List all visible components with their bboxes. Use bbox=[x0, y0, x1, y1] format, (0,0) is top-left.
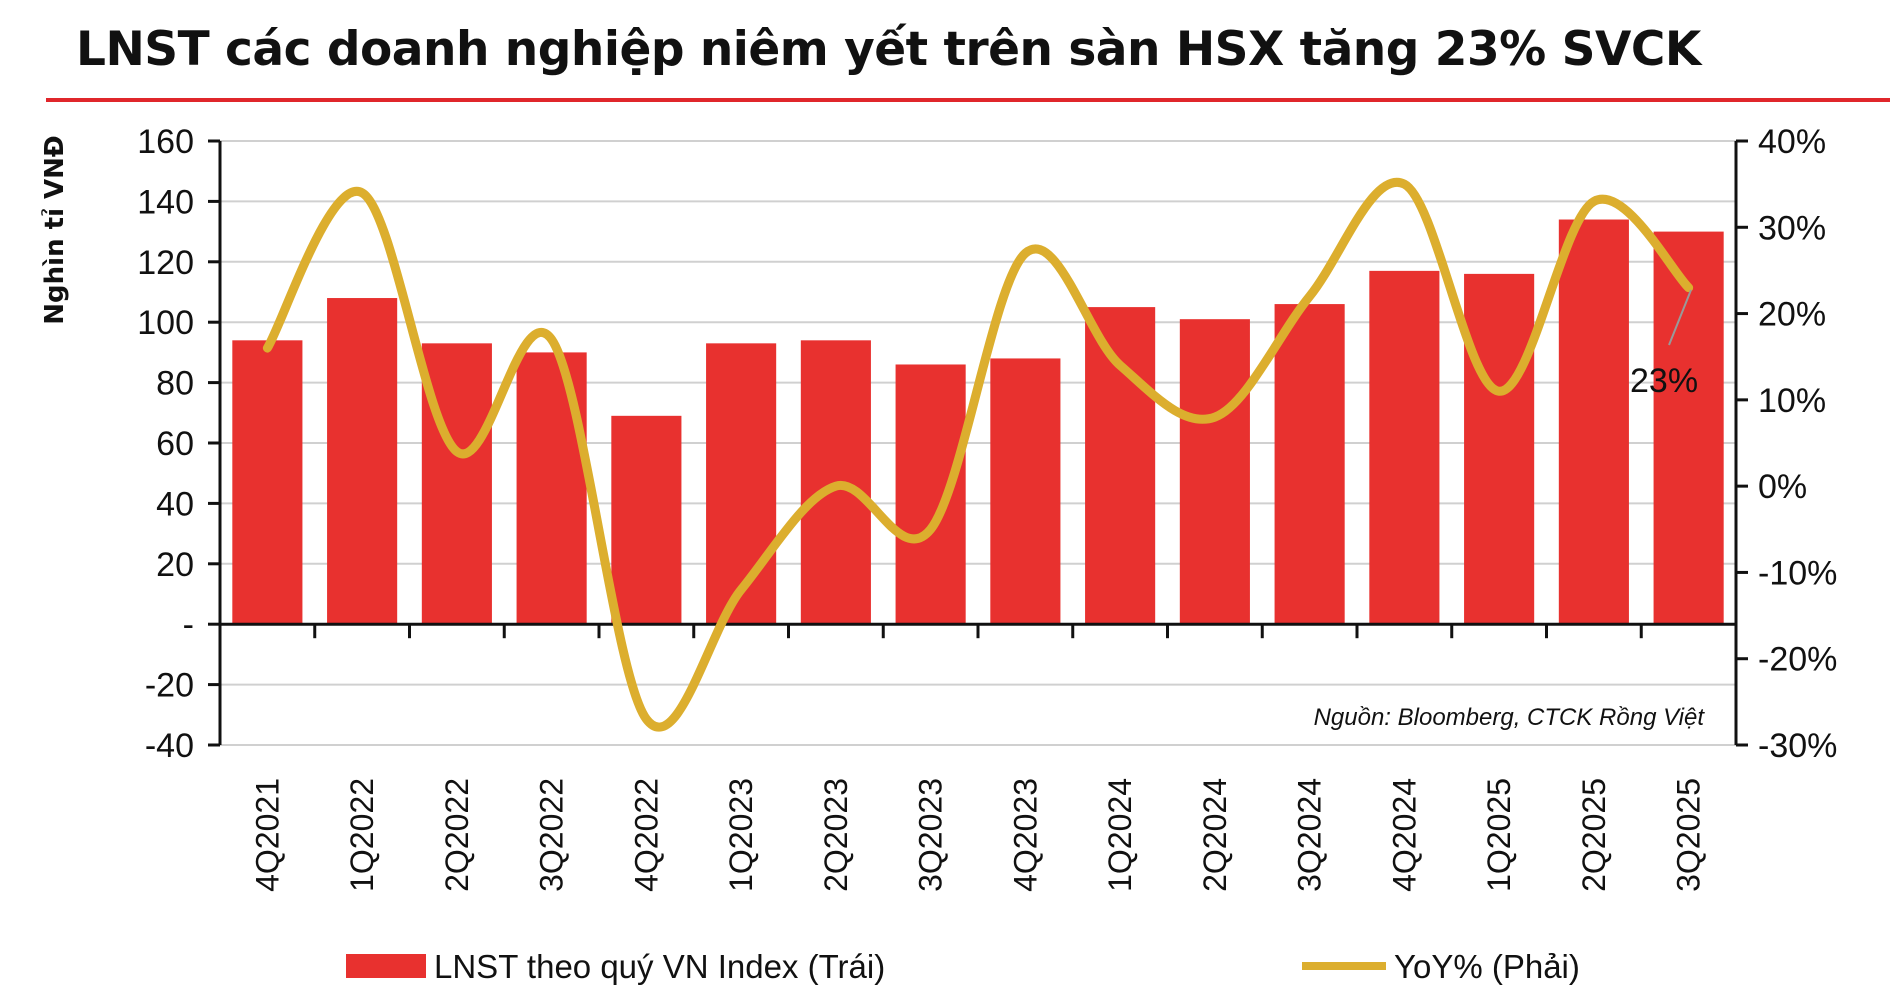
bar bbox=[1558, 219, 1629, 625]
x-axis-tick-label: 3Q2023 bbox=[913, 778, 949, 892]
right-axis-tick-label: -30% bbox=[1758, 727, 1837, 765]
yoy-line bbox=[262, 177, 1694, 732]
right-axis-tick-label: 10% bbox=[1758, 382, 1826, 420]
title-underline bbox=[46, 98, 1890, 102]
x-axis-tick-label: 4Q2023 bbox=[1007, 778, 1043, 892]
bar bbox=[1179, 319, 1250, 625]
legend: LNST theo quý VN Index (Trái) YoY% (Phải… bbox=[346, 948, 1580, 985]
bar bbox=[1369, 270, 1440, 625]
right-axis-tick-label: 30% bbox=[1758, 209, 1826, 247]
right-axis-tick-label: -10% bbox=[1758, 554, 1837, 592]
legend-bar-label: LNST theo quý VN Index (Trái) bbox=[434, 948, 885, 985]
left-axis-tick-label: 120 bbox=[137, 244, 194, 282]
chart-title: LNST các doanh nghiệp niêm yết trên sàn … bbox=[76, 22, 1701, 77]
left-axis-tick-label: -40 bbox=[145, 727, 194, 765]
source-note: Nguồn: Bloomberg, CTCK Rồng Việt bbox=[1314, 704, 1706, 731]
bar bbox=[1274, 304, 1345, 625]
x-axis-tick-label: 3Q2022 bbox=[534, 778, 570, 892]
bar bbox=[232, 340, 303, 625]
bar bbox=[516, 352, 587, 625]
left-axis-tick-label: 60 bbox=[156, 425, 194, 463]
right-axis-tick-label: -20% bbox=[1758, 641, 1837, 679]
left-axis-tick-label: - bbox=[183, 606, 194, 644]
left-axis-tick-label: 40 bbox=[156, 485, 194, 523]
x-axis-tick-label: 1Q2022 bbox=[344, 778, 380, 892]
bar bbox=[1085, 307, 1156, 625]
left-axis-tick-label: 80 bbox=[156, 365, 194, 403]
bar bbox=[611, 415, 682, 625]
left-axis-tick-label: 100 bbox=[137, 304, 194, 342]
right-axis-tick-label: 20% bbox=[1758, 296, 1826, 334]
right-axis-tick-label: 0% bbox=[1758, 468, 1807, 506]
annotation-label: 23% bbox=[1630, 362, 1698, 400]
x-axis-tick-label: 2Q2022 bbox=[439, 778, 475, 892]
x-axis-tick-label: 1Q2025 bbox=[1481, 778, 1517, 892]
x-axis-tick-label: 4Q2024 bbox=[1386, 778, 1422, 892]
x-axis-tick-label: 4Q2022 bbox=[628, 778, 664, 892]
x-axis-tick-label: 2Q2024 bbox=[1197, 778, 1233, 892]
bar bbox=[706, 343, 777, 625]
bar bbox=[895, 364, 966, 625]
x-axis-tick-label: 4Q2021 bbox=[249, 778, 285, 892]
left-axis-tick-label: 160 bbox=[137, 123, 194, 161]
x-axis-tick-label: 2Q2025 bbox=[1576, 778, 1612, 892]
annotation-leader bbox=[1668, 289, 1692, 346]
left-axis-tick-label: -20 bbox=[145, 667, 194, 705]
x-axis-tick-label: 1Q2023 bbox=[723, 778, 759, 892]
legend-bar-swatch bbox=[346, 954, 426, 978]
bar bbox=[990, 358, 1061, 625]
right-axis-tick-label: 40% bbox=[1758, 123, 1826, 161]
x-axis-tick-label: 2Q2023 bbox=[818, 778, 854, 892]
y-axis-title: Nghìn tỉ VNĐ bbox=[40, 135, 70, 324]
bar bbox=[1464, 273, 1535, 625]
left-axis-tick-label: 20 bbox=[156, 546, 194, 584]
legend-line-label: YoY% (Phải) bbox=[1394, 948, 1580, 985]
x-axis-tick-label: 1Q2024 bbox=[1102, 778, 1138, 892]
left-axis-tick-label: 140 bbox=[137, 183, 194, 221]
x-axis-tick-label: 3Q2024 bbox=[1292, 778, 1328, 892]
x-axis-tick-label: 3Q2025 bbox=[1671, 778, 1707, 892]
bar bbox=[327, 298, 398, 625]
